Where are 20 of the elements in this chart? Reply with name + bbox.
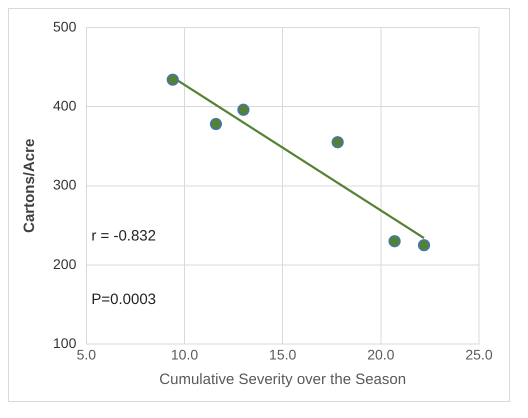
x-tick-label: 20.0 xyxy=(367,346,395,362)
y-tick-label: 100 xyxy=(53,335,77,352)
point xyxy=(388,235,401,248)
y-tick-label: 500 xyxy=(53,18,77,34)
point xyxy=(210,118,222,130)
x-axis-title: Cumulative Severity over the Season xyxy=(159,371,406,388)
y-tick-label: 400 xyxy=(53,97,77,114)
x-tick-label: 15.0 xyxy=(269,346,297,362)
point xyxy=(166,74,179,86)
annotation: r = -0.832 xyxy=(91,228,156,245)
y-tick-label: 200 xyxy=(53,256,77,272)
point xyxy=(237,104,250,116)
point xyxy=(418,239,430,252)
x-tick-label: 5.0 xyxy=(76,346,96,362)
x-tick-label: 10.0 xyxy=(170,346,198,362)
x-tick-label: 25.0 xyxy=(465,346,493,362)
y-tick-label: 300 xyxy=(53,176,77,193)
y-axis-title: Cartons/Acre xyxy=(21,138,38,233)
point xyxy=(332,136,344,148)
annotation: P=0.0003 xyxy=(91,290,156,308)
